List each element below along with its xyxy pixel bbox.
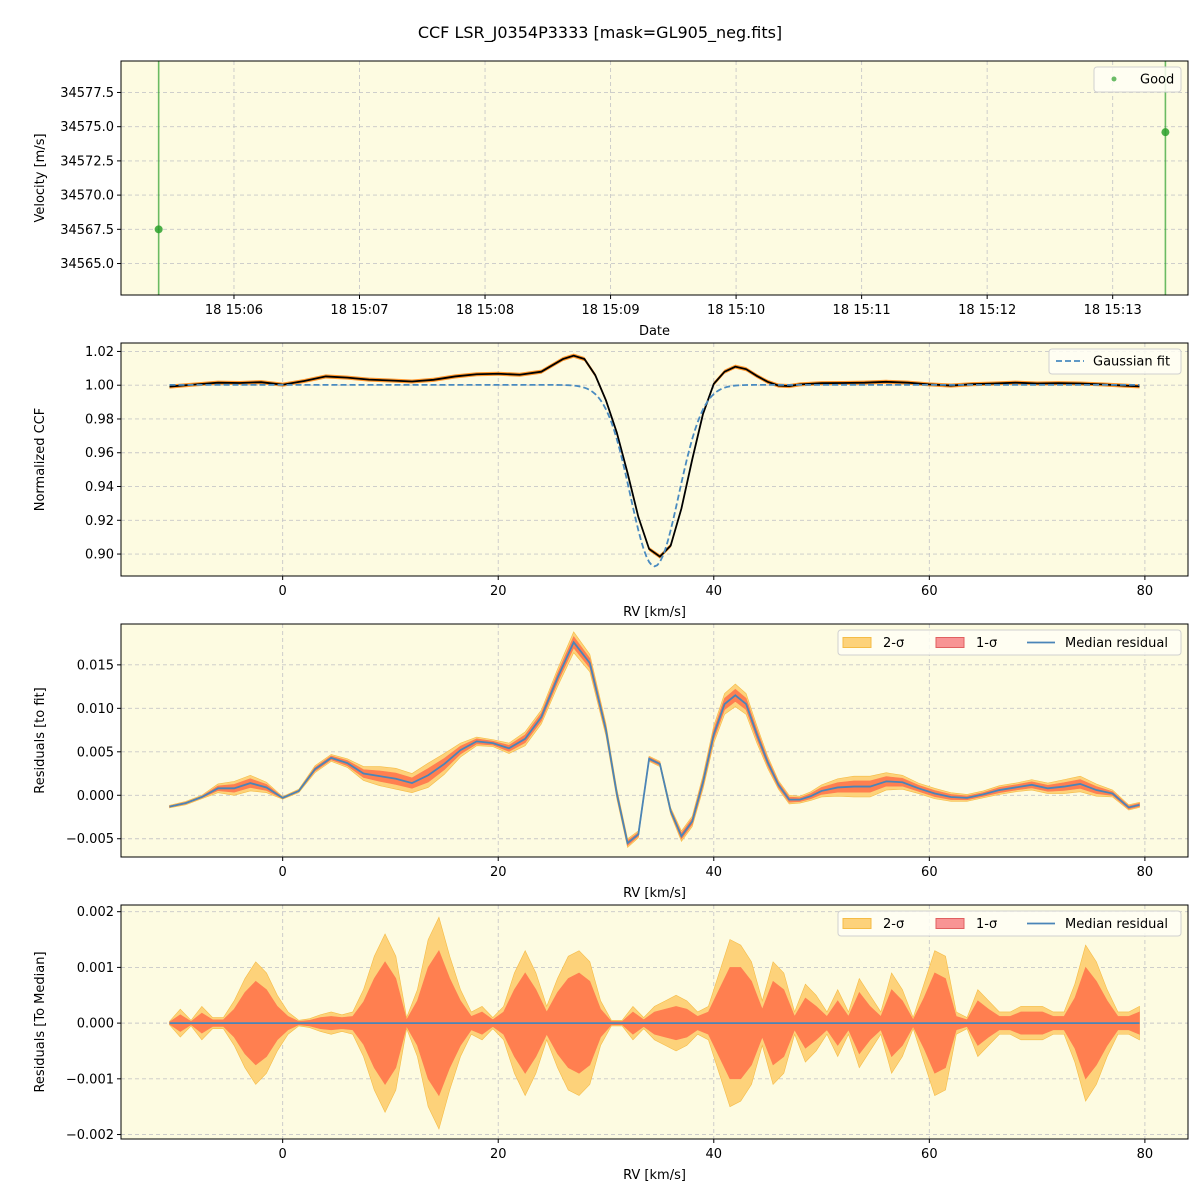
figure-title: CCF LSR_J0354P3333 [mask=GL905_neg.fits] xyxy=(418,23,782,43)
y-tick-label: 0.015 xyxy=(77,658,114,673)
velocity-point xyxy=(154,225,163,234)
x-tick-label: 40 xyxy=(706,865,723,880)
axes-frame xyxy=(120,60,1189,296)
y-tick-label: 0.98 xyxy=(85,412,114,427)
x-axis-label: RV [km/s] xyxy=(623,605,686,620)
y-tick-label: 0.000 xyxy=(77,1017,114,1032)
x-tick-label: 18 15:09 xyxy=(581,303,639,318)
y-tick-label: 0.010 xyxy=(77,702,114,717)
x-axis-label: RV [km/s] xyxy=(623,1168,686,1183)
y-tick-label: 34565.0 xyxy=(60,257,114,272)
legend-marker-1sigma xyxy=(935,918,965,929)
y-tick-label: 34567.5 xyxy=(60,223,114,238)
x-tick-label: 80 xyxy=(1137,865,1154,880)
y-axis-label: Residuals [To Median] xyxy=(33,951,48,1092)
x-tick-label: 0 xyxy=(279,1147,287,1162)
legend-label-1sigma: 1-σ xyxy=(976,917,997,932)
plot-area xyxy=(121,624,1188,857)
legend-frame xyxy=(837,629,1182,656)
legend-frame xyxy=(1048,348,1182,375)
y-tick-label: 34572.5 xyxy=(60,154,114,169)
y-tick-label: 34570.0 xyxy=(60,189,114,204)
y-tick-label: 34575.0 xyxy=(60,120,114,135)
x-tick-label: 40 xyxy=(706,584,723,599)
axes-frame xyxy=(120,623,1189,858)
legend-marker-2sigma xyxy=(842,918,872,929)
panel-velocity: 18 15:06 18 15:07 18 15:08 18 15:09 18 15:10… xyxy=(33,60,1189,339)
x-tick-label: 60 xyxy=(921,584,938,599)
x-tick-label: 80 xyxy=(1137,584,1154,599)
x-tick-label: 18 15:10 xyxy=(707,303,765,318)
x-tick-label: 18 15:06 xyxy=(205,303,263,318)
y-axis-label: Velocity [m/s] xyxy=(33,133,48,222)
x-tick-label: 18 15:08 xyxy=(456,303,514,318)
sigma1-band xyxy=(169,636,1140,847)
y-tick-label: −0.002 xyxy=(66,1128,114,1143)
sigma2-band xyxy=(169,631,1140,849)
plot-area xyxy=(121,61,1188,295)
y-tick-label: 0.000 xyxy=(77,789,114,804)
legend-label-median: Median residual xyxy=(1065,917,1168,932)
legend-marker-good xyxy=(1111,76,1117,82)
x-tick-label: 0 xyxy=(279,865,287,880)
legend-label-good: Good xyxy=(1140,73,1174,88)
y-tick-label: −0.005 xyxy=(66,832,114,847)
axes-frame xyxy=(120,342,1189,577)
x-tick-label: 80 xyxy=(1137,1147,1154,1162)
y-tick-label: 0.002 xyxy=(77,905,114,920)
legend-marker-1sigma xyxy=(935,637,965,648)
x-tick-label: 18 15:12 xyxy=(958,303,1016,318)
legend-label-1sigma: 1-σ xyxy=(976,636,997,651)
y-tick-label: 1.02 xyxy=(85,345,114,360)
y-tick-label: 0.92 xyxy=(85,514,114,529)
gaussian-fit-line xyxy=(169,383,1140,568)
y-tick-label: 0.96 xyxy=(85,446,114,461)
y-tick-label: −0.001 xyxy=(66,1072,114,1087)
panel-resid-median: 0 20 40 60 80 −0.002 −0.001 0.000 0.001 0.002 RV [… xyxy=(33,904,1189,1183)
legend-label-2sigma: 2-σ xyxy=(883,917,904,932)
y-tick-label: 0.90 xyxy=(85,548,114,563)
x-tick-label: 60 xyxy=(921,865,938,880)
x-tick-label: 60 xyxy=(921,1147,938,1162)
legend-frame xyxy=(1093,66,1182,93)
legend-label-median: Median residual xyxy=(1065,636,1168,651)
y-tick-label: 0.94 xyxy=(85,480,114,495)
axes-frame xyxy=(120,904,1189,1140)
y-tick-label: 1.00 xyxy=(85,379,114,394)
legend-label-fit: Gaussian fit xyxy=(1093,355,1170,370)
x-axis-label: Date xyxy=(639,324,670,339)
y-axis-label: Normalized CCF xyxy=(33,408,48,512)
x-tick-label: 20 xyxy=(490,865,507,880)
legend-label-2sigma: 2-σ xyxy=(883,636,904,651)
panel-resid-fit: 0 20 40 60 80 −0.005 0.000 0.005 0.010 0.015 RV [k… xyxy=(33,623,1189,901)
y-axis-label: Residuals [to fit] xyxy=(33,687,48,793)
median-residual-line xyxy=(169,640,1140,845)
x-tick-label: 20 xyxy=(490,584,507,599)
x-tick-label: 18 15:13 xyxy=(1084,303,1142,318)
y-tick-label: 34577.5 xyxy=(60,86,114,101)
x-tick-label: 18 15:11 xyxy=(833,303,891,318)
x-tick-label: 40 xyxy=(706,1147,723,1162)
velocity-point xyxy=(1161,128,1170,137)
plot-area xyxy=(121,343,1188,576)
panel-ccf: 0 20 40 60 80 0.90 0.92 0.94 0.96 0.98 1.00 1.02 RV … xyxy=(33,342,1189,620)
x-axis-label: RV [km/s] xyxy=(623,886,686,901)
legend-marker-2sigma xyxy=(842,637,872,648)
x-tick-label: 20 xyxy=(490,1147,507,1162)
x-tick-label: 0 xyxy=(279,584,287,599)
legend-frame xyxy=(837,910,1182,937)
y-tick-label: 0.001 xyxy=(77,961,114,976)
y-tick-label: 0.005 xyxy=(77,745,114,760)
x-tick-label: 18 15:07 xyxy=(330,303,388,318)
